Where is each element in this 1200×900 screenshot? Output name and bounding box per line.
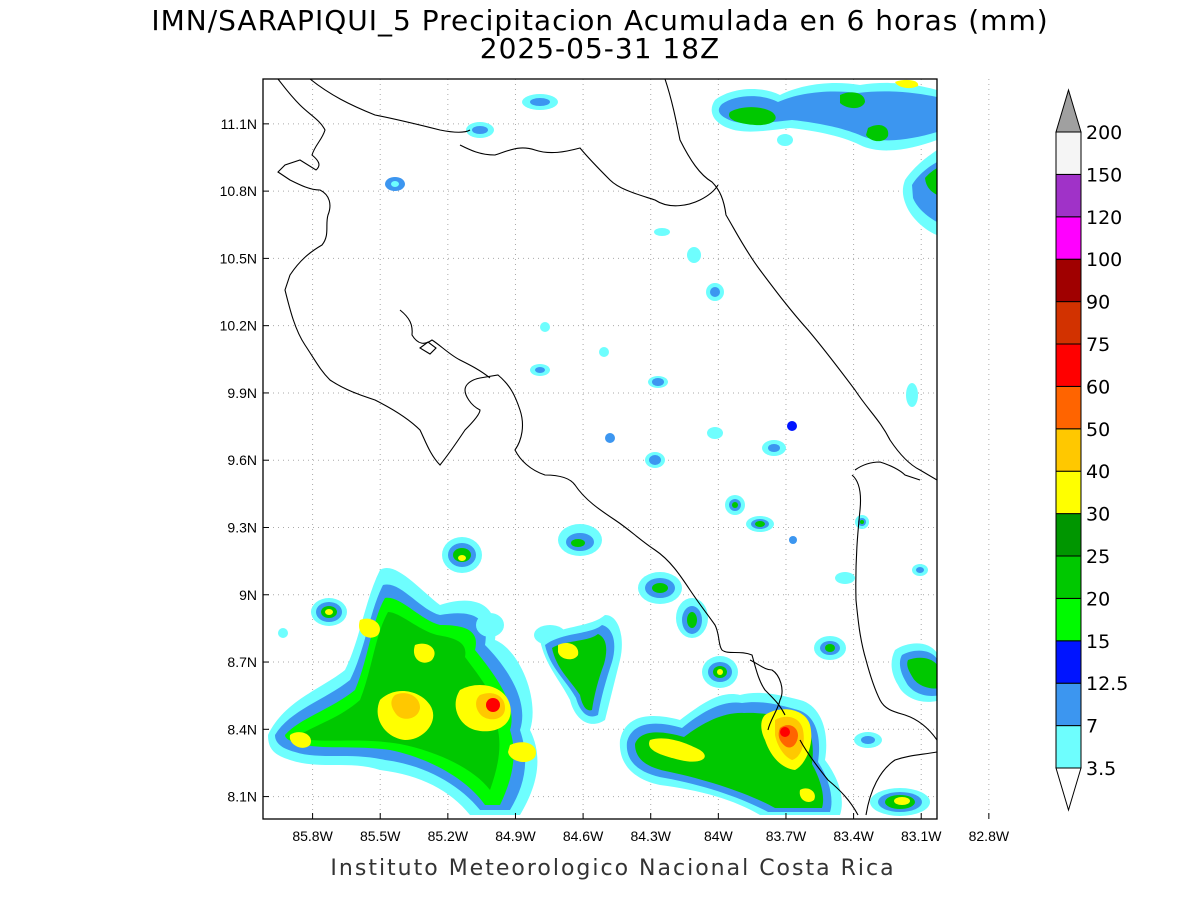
colorbar-swatch [1055, 173, 1082, 218]
colorbar-swatch [1055, 428, 1082, 472]
colorbar-label: 40 [1086, 461, 1110, 483]
burica-coast [799, 739, 859, 816]
colorbar-label: 60 [1086, 376, 1110, 398]
latitude-ticks: 11.1N 10.8N 10.5N 10.2N 9.9N 9.6N 9.3N 9N 8.7N 8.… [220, 116, 269, 805]
colorbar-swatch [1055, 385, 1082, 430]
rain-cells-scattered [530, 134, 928, 584]
map-title: IMN/SARAPIQUI_5 Precipitacion Acumulada … [151, 4, 1049, 37]
colorbar-swatch [1055, 258, 1082, 303]
map-subtitle-date: 2025-05-31 18Z [479, 32, 721, 65]
lat-tick-label: 11.1N [221, 116, 257, 132]
colorbar-label: 50 [1086, 419, 1110, 441]
lon-tick-label: 85.2W [428, 828, 469, 844]
osa-peninsula [749, 659, 783, 731]
lat-tick-label: 9.9N [227, 385, 257, 401]
colorbar-label: 12.5 [1086, 673, 1128, 695]
lon-tick-label: 84.6W [563, 828, 604, 844]
colorbar-swatch [1055, 682, 1082, 727]
colorbar-label: 200 [1086, 122, 1122, 144]
colorbar-swatch [1055, 343, 1082, 387]
lat-tick-label: 10.2N [220, 318, 257, 334]
lat-tick-label: 9.6N [227, 452, 257, 468]
colorbar-swatch [1055, 555, 1082, 599]
lon-tick-label: 83.7W [766, 828, 807, 844]
colorbar-label: 7 [1086, 716, 1098, 738]
lon-tick-label: 83.4W [833, 828, 874, 844]
colorbar-swatch [1055, 513, 1082, 557]
colorbar-swatch [1055, 725, 1082, 769]
colorbar-swatch [1055, 301, 1082, 345]
panama-border [851, 474, 937, 741]
colorbar-label: 3.5 [1086, 758, 1116, 780]
colorbar-label: 25 [1086, 546, 1110, 568]
coastlines-and-borders [277, 79, 937, 816]
precipitation-shading [268, 79, 937, 816]
colorbar-under-arrow [1055, 767, 1082, 812]
colorbar: 3.5 7 12.5 15 20 25 30 40 50 60 75 90 100 120 150 200 [1055, 88, 1128, 812]
colorbar-swatch [1055, 640, 1082, 684]
nicoya-island [419, 341, 437, 355]
lon-tick-label: 82.8W [969, 828, 1010, 844]
longitude-ticks: 85.8W 85.5W 85.2W 84.9W 84.6W 84.3W 84W 83.7W 83… [292, 813, 1010, 844]
pacific-coastline-north [277, 79, 786, 716]
lat-tick-label: 8.4N [227, 721, 257, 737]
rain-cell-cluster-central-south [540, 524, 708, 724]
footer-credit: Instituto Meteorologico Nacional Costa R… [330, 856, 896, 881]
panama-coast-south [865, 751, 937, 816]
lon-tick-label: 84.3W [630, 828, 671, 844]
colorbar-label: 20 [1086, 588, 1110, 610]
lon-tick-label: 84W [704, 828, 734, 844]
lat-tick-label: 10.5N [220, 250, 257, 266]
nicaragua-border [459, 144, 719, 207]
lon-tick-label: 85.8W [292, 828, 333, 844]
colorbar-label: 150 [1086, 164, 1122, 186]
colorbar-label: 120 [1086, 207, 1122, 229]
lon-tick-label: 85.5W [360, 828, 401, 844]
colorbar-swatch [1055, 131, 1082, 175]
colorbar-label: 30 [1086, 504, 1110, 526]
rain-cell-cluster-southeast [619, 636, 937, 816]
rain-cell-cluster-southwest [268, 568, 538, 815]
colorbar-over-arrow [1055, 88, 1082, 133]
lon-tick-label: 84.9W [495, 828, 536, 844]
bocas-coast [854, 461, 921, 481]
colorbar-swatch [1055, 216, 1082, 260]
colorbar-swatch [1055, 597, 1082, 642]
colorbar-label: 100 [1086, 249, 1122, 271]
caribbean-coast [664, 79, 937, 481]
colorbar-swatch [1055, 470, 1082, 515]
lon-tick-label: 83.1W [901, 828, 942, 844]
lat-tick-label: 9N [239, 587, 257, 603]
lake-nicaragua-shore [309, 79, 471, 133]
colorbar-label: 90 [1086, 292, 1110, 314]
lat-tick-label: 8.7N [227, 654, 257, 670]
rain-cell-cluster-north [466, 79, 937, 235]
colorbar-label: 15 [1086, 631, 1110, 653]
colorbar-label: 75 [1086, 334, 1110, 356]
lat-tick-label: 9.3N [227, 519, 257, 535]
gulf-of-nicoya [399, 309, 491, 379]
lat-tick-label: 8.1N [227, 789, 257, 805]
rain-cells-west [278, 177, 566, 645]
map-frame [262, 78, 938, 820]
lat-tick-label: 10.8N [220, 183, 257, 199]
